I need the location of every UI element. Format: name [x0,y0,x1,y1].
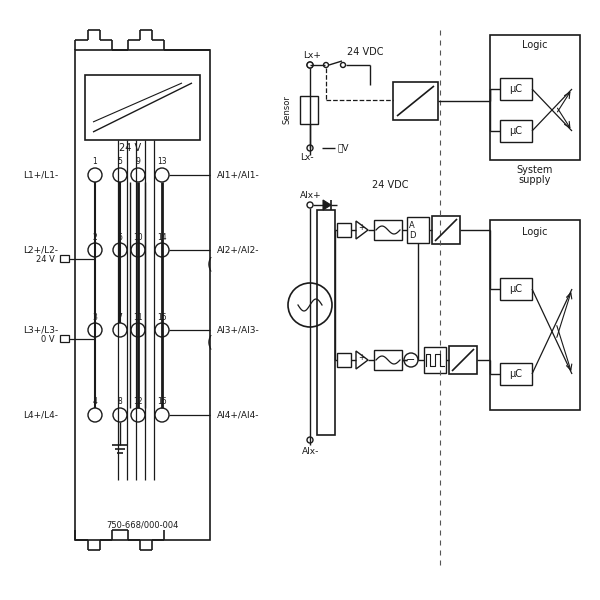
Bar [500,363,532,385]
Text: AIx+: AIx+ [300,191,322,199]
Bar [60,335,69,342]
Text: −: − [406,355,416,365]
Bar [490,220,580,410]
Text: Sensor: Sensor [282,95,291,124]
Bar [337,223,351,237]
Text: (: ( [207,257,213,271]
Polygon shape [323,200,331,210]
Text: +: + [358,223,364,232]
Circle shape [88,243,102,257]
Bar [374,220,402,240]
Text: AI2+/AI2-: AI2+/AI2- [217,245,260,254]
Bar [393,82,438,120]
Circle shape [155,243,169,257]
Bar [300,96,318,124]
Text: L2+/L2-: L2+/L2- [23,245,58,254]
Text: AI3+/AI3-: AI3+/AI3- [217,325,260,335]
Text: 14: 14 [157,232,167,241]
Text: μC: μC [509,84,523,94]
Circle shape [341,62,346,67]
Circle shape [88,408,102,422]
Text: Logic: Logic [522,40,548,50]
Circle shape [307,145,313,151]
Text: L4+/L4-: L4+/L4- [23,410,58,419]
Text: μC: μC [509,126,523,136]
Text: +: + [358,352,364,361]
Text: AI1+/AI1-: AI1+/AI1- [217,170,260,179]
Text: 7: 7 [118,313,122,322]
Circle shape [113,323,127,337]
Bar [432,216,460,244]
Circle shape [113,243,127,257]
Bar [85,75,200,140]
Text: (: ( [207,335,213,349]
Text: supply: supply [519,175,551,185]
Bar [500,120,532,142]
Text: 5: 5 [118,157,122,166]
Bar [500,278,532,300]
Text: 6: 6 [118,232,122,241]
Text: L1+/L1-: L1+/L1- [23,170,58,179]
Text: μC: μC [509,369,523,379]
Text: 10: 10 [133,232,143,241]
Circle shape [113,408,127,422]
Bar [337,353,351,367]
Circle shape [404,353,418,367]
Text: μC: μC [509,284,523,294]
Circle shape [155,323,169,337]
Circle shape [307,437,313,443]
Text: Lx-: Lx- [300,152,314,161]
Text: AI4+/AI4-: AI4+/AI4- [217,410,260,419]
Circle shape [88,323,102,337]
Circle shape [307,202,313,208]
Text: L3+/L3-: L3+/L3- [23,325,58,335]
Text: ⏚V: ⏚V [338,143,349,152]
Circle shape [131,168,145,182]
Circle shape [155,408,169,422]
Text: AIx-: AIx- [302,448,319,457]
Text: Logic: Logic [522,227,548,237]
Bar [500,78,532,100]
Text: 13: 13 [157,157,167,166]
Text: 2: 2 [92,232,97,241]
Text: 24 VDC: 24 VDC [347,47,383,57]
Circle shape [88,168,102,182]
Text: 16: 16 [157,397,167,407]
Circle shape [307,62,313,68]
Text: 0 V: 0 V [41,335,55,343]
Bar [424,347,446,373]
Text: 3: 3 [92,313,97,322]
Text: 12: 12 [133,397,143,407]
Text: System: System [517,165,553,175]
Circle shape [288,283,332,327]
Text: 24 VDC: 24 VDC [372,180,408,190]
Text: 24 V: 24 V [119,143,141,153]
Circle shape [131,408,145,422]
Text: A: A [409,220,415,229]
Circle shape [307,62,313,68]
Text: 1: 1 [92,157,97,166]
Text: 24 V: 24 V [36,254,55,263]
Text: 8: 8 [118,397,122,407]
Circle shape [131,323,145,337]
Bar [317,210,335,435]
Text: 4: 4 [92,397,97,407]
Circle shape [155,168,169,182]
Circle shape [113,168,127,182]
Text: Lx+: Lx+ [303,50,321,59]
Bar [60,255,69,262]
Circle shape [323,62,329,67]
Bar [374,350,402,370]
Text: 15: 15 [157,313,167,322]
Text: 11: 11 [133,313,143,322]
Text: 750-668/000-004: 750-668/000-004 [106,520,178,529]
Bar [449,346,477,374]
Bar [75,50,210,540]
Bar [407,217,429,243]
Text: 9: 9 [136,157,140,166]
Text: D: D [409,230,415,239]
Circle shape [131,243,145,257]
Bar [490,35,580,160]
